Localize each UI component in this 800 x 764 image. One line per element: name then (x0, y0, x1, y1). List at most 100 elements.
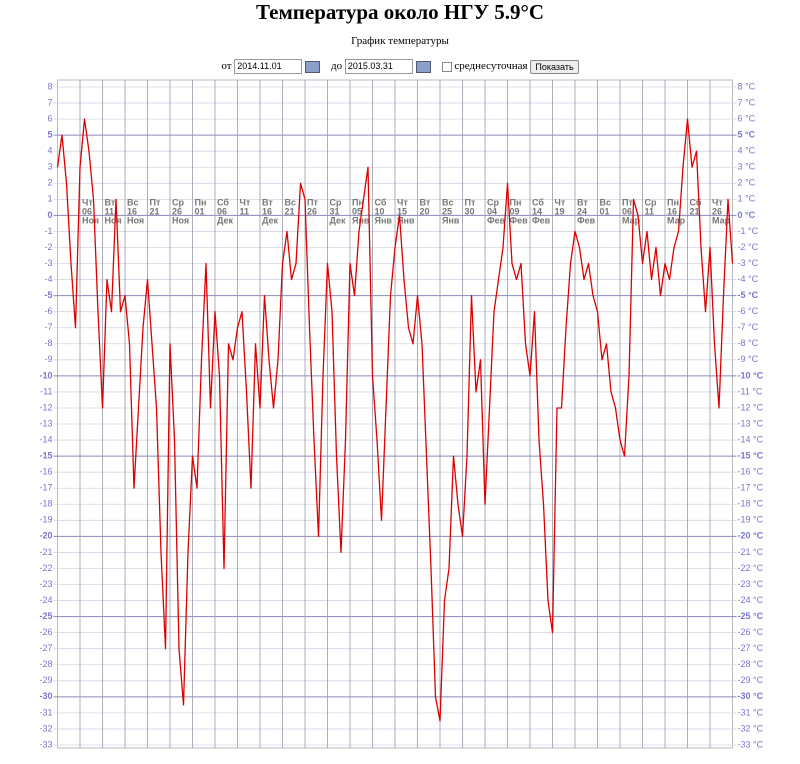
checkbox-label: среднесуточная (454, 60, 528, 73)
x-tick-label: Янв (442, 215, 460, 225)
y2-tick-label: -24 °C (738, 595, 764, 605)
x-tick-label: Вс (600, 197, 612, 207)
y-tick-label: 1 (47, 194, 52, 204)
temperature-line (56, 118, 734, 722)
subtitle: График температуры (351, 35, 449, 47)
y2-tick-label: -9 °C (738, 354, 759, 364)
y2-tick-label: -20 °C (738, 531, 764, 541)
y-tick-label: -12 (39, 402, 52, 412)
x-tick-label: Ноя (127, 215, 144, 225)
y-tick-label: -28 (39, 659, 52, 669)
y2-tick-label: 6 °C (738, 113, 756, 123)
y2-tick-label: -16 °C (738, 467, 764, 477)
y-tick-label: -23 (39, 579, 52, 589)
x-tick-label: 14 (532, 206, 542, 216)
calendar-icon[interactable] (415, 60, 431, 73)
x-tick-label: 10 (375, 206, 385, 216)
x-tick-label: Ср (330, 197, 342, 207)
x-tick-label: Ноя (82, 215, 99, 225)
x-tick-label: 04 (487, 206, 497, 216)
x-tick-label: Мар (712, 215, 731, 225)
x-tick-label: 21 (150, 206, 160, 216)
x-tick-label: Чт (712, 197, 723, 207)
y-tick-label: -20 (39, 531, 52, 541)
y2-tick-label: -30 °C (738, 691, 764, 701)
x-tick-label: 06 (622, 206, 632, 216)
x-tick-label: Пн (195, 197, 207, 207)
y2-tick-label: -31 °C (738, 707, 764, 717)
x-tick-label: Чт (397, 197, 408, 207)
to-label: до (331, 60, 343, 73)
y-tick-label: -3 (44, 258, 52, 268)
x-tick-label: 11 (105, 206, 115, 216)
x-tick-label: 30 (465, 206, 475, 216)
x-tick-label: Вт (420, 197, 431, 207)
x-tick-label: 16 (262, 206, 272, 216)
show-button[interactable]: Показать (530, 59, 579, 74)
y2-tick-label: -29 °C (738, 675, 764, 685)
x-tick-label: Пт (307, 197, 318, 207)
y-tick-label: 5 (47, 130, 52, 140)
x-tick-label: Дек (262, 215, 279, 225)
y2-tick-label: 5 °C (738, 130, 756, 140)
x-tick-label: Пн (352, 197, 364, 207)
y-tick-label: -14 (39, 434, 52, 444)
y-tick-label: -30 (39, 691, 52, 701)
y2-tick-label: -11 °C (738, 386, 763, 396)
x-tick-label: Пн (510, 197, 522, 207)
y2-tick-label: -7 °C (738, 322, 759, 332)
y-tick-label: -27 (39, 643, 52, 653)
x-tick-label: 06 (82, 206, 92, 216)
x-tick-label: Фев (487, 215, 506, 225)
y-tick-label: -19 (39, 515, 52, 525)
x-tick-label: 11 (645, 206, 655, 216)
x-tick-label: 21 (285, 206, 295, 216)
calendar-icon[interactable] (305, 60, 321, 73)
x-tick-label: 09 (510, 206, 520, 216)
y2-tick-label: -19 °C (738, 515, 764, 525)
x-tick-label: Чт (555, 197, 566, 207)
y-tick-label: -33 (39, 739, 52, 749)
x-tick-label: 19 (555, 206, 565, 216)
y-tick-label: -4 (44, 274, 52, 284)
y-tick-label: 6 (47, 113, 52, 123)
x-tick-label: Фев (510, 215, 529, 225)
y-tick-label: -9 (44, 354, 52, 364)
to-date[interactable]: 2015.03.31 (344, 59, 413, 74)
y2-tick-label: -22 °C (738, 563, 764, 573)
y2-tick-label: 0 °C (738, 210, 756, 220)
x-tick-label: 01 (600, 206, 610, 216)
x-tick-label: Сб (375, 197, 387, 207)
x-tick-label: Вт (262, 197, 273, 207)
from-date[interactable]: 2014.11.01 (234, 59, 303, 74)
x-tick-label: 26 (172, 206, 182, 216)
y-tick-label: 3 (47, 162, 52, 172)
x-tick-label: 01 (195, 206, 205, 216)
y2-tick-label: -5 °C (738, 290, 759, 300)
y-tick-label: 2 (47, 178, 52, 188)
y-tick-label: -5 (44, 290, 52, 300)
y2-tick-label: -2 °C (738, 242, 759, 252)
y-tick-label: -22 (39, 563, 52, 573)
y2-tick-label: -10 °C (738, 370, 764, 380)
checkbox[interactable] (441, 61, 452, 72)
y2-tick-label: -25 °C (738, 611, 764, 621)
y-tick-label: 0 (47, 210, 52, 220)
x-tick-label: Янв (375, 215, 393, 225)
y-tick-label: -31 (39, 707, 52, 717)
y-tick-label: -25 (39, 611, 52, 621)
y-tick-label: -24 (39, 595, 52, 605)
y2-tick-label: 7 °C (738, 97, 756, 107)
x-tick-label: 16 (127, 206, 137, 216)
date-form: от 2014.11.01 до 2015.03.31 среднесуточн… (0, 59, 800, 74)
x-tick-label: Пт (622, 197, 633, 207)
x-tick-label: 25 (442, 206, 452, 216)
x-tick-label: Ноя (172, 215, 189, 225)
y2-tick-label: -33 °C (738, 739, 764, 749)
x-tick-label: 21 (690, 206, 700, 216)
x-tick-label: Чт (82, 197, 93, 207)
x-tick-label: Дек (330, 215, 347, 225)
x-tick-label: 15 (397, 206, 407, 216)
